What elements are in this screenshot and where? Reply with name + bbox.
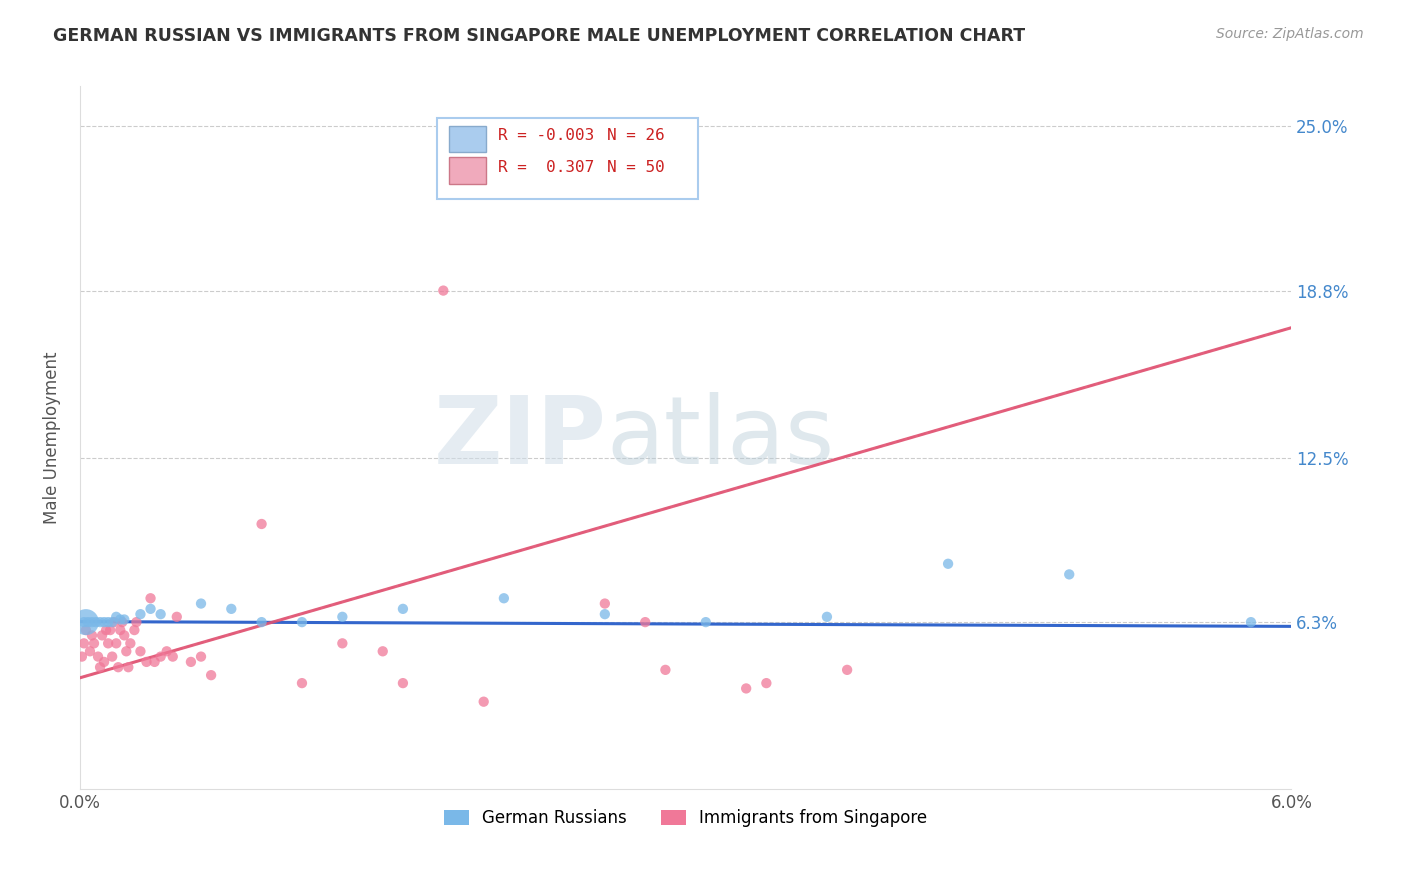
Point	[695, 615, 717, 629]
Point	[553, 137, 575, 152]
Point	[117, 660, 139, 674]
Point	[135, 655, 157, 669]
FancyBboxPatch shape	[437, 118, 697, 199]
Point	[143, 655, 166, 669]
Point	[84, 615, 107, 629]
Point	[73, 636, 96, 650]
Point	[156, 644, 179, 658]
Point	[129, 644, 152, 658]
Point	[115, 644, 138, 658]
Point	[93, 615, 115, 629]
Point	[291, 676, 314, 690]
Y-axis label: Male Unemployment: Male Unemployment	[44, 351, 60, 524]
Point	[149, 649, 172, 664]
Text: N = 50: N = 50	[607, 160, 665, 175]
Bar	[450, 157, 485, 184]
Legend: German Russians, Immigrants from Singapore: German Russians, Immigrants from Singapo…	[437, 802, 934, 834]
Point	[97, 636, 120, 650]
Point	[139, 591, 162, 606]
Point	[250, 516, 273, 531]
Point	[755, 676, 778, 690]
Point	[97, 615, 120, 629]
Point	[77, 615, 100, 629]
Point	[111, 615, 134, 629]
Point	[190, 649, 212, 664]
Point	[112, 628, 135, 642]
Point	[162, 649, 184, 664]
Point	[91, 628, 114, 642]
Point	[98, 623, 121, 637]
Point	[103, 615, 125, 629]
Point	[89, 660, 111, 674]
Point	[392, 676, 415, 690]
Point	[472, 695, 495, 709]
Point	[837, 663, 859, 677]
Point	[330, 610, 353, 624]
Point	[250, 615, 273, 629]
Point	[75, 623, 97, 637]
Point	[190, 597, 212, 611]
Point	[200, 668, 222, 682]
Point	[94, 623, 117, 637]
Point	[110, 623, 132, 637]
Point	[105, 610, 128, 624]
Text: GERMAN RUSSIAN VS IMMIGRANTS FROM SINGAPORE MALE UNEMPLOYMENT CORRELATION CHART: GERMAN RUSSIAN VS IMMIGRANTS FROM SINGAP…	[53, 27, 1025, 45]
Point	[112, 612, 135, 626]
Point	[166, 610, 188, 624]
Text: N = 26: N = 26	[607, 128, 665, 143]
Point	[735, 681, 758, 696]
Point	[70, 649, 93, 664]
Text: R = -0.003: R = -0.003	[498, 128, 595, 143]
Point	[107, 660, 129, 674]
Point	[139, 602, 162, 616]
Text: Source: ZipAtlas.com: Source: ZipAtlas.com	[1216, 27, 1364, 41]
Point	[634, 615, 657, 629]
Point	[125, 615, 148, 629]
Point	[593, 607, 616, 622]
Point	[129, 607, 152, 622]
Point	[83, 636, 105, 650]
Point	[79, 644, 101, 658]
Point	[149, 607, 172, 622]
Point	[124, 623, 146, 637]
Text: ZIP: ZIP	[434, 392, 607, 483]
Point	[1240, 615, 1263, 629]
Point	[330, 636, 353, 650]
Point	[80, 615, 103, 629]
Point	[101, 615, 124, 629]
Point	[654, 663, 676, 677]
Point	[593, 597, 616, 611]
Point	[93, 655, 115, 669]
Point	[80, 628, 103, 642]
Bar	[450, 126, 485, 153]
Point	[110, 612, 132, 626]
Point	[1057, 567, 1080, 582]
Point	[75, 615, 97, 629]
Point	[371, 644, 394, 658]
Point	[492, 591, 515, 606]
Point	[180, 655, 202, 669]
Text: atlas: atlas	[607, 392, 835, 483]
Text: R =  0.307: R = 0.307	[498, 160, 595, 175]
Point	[392, 602, 415, 616]
Point	[221, 602, 243, 616]
Point	[89, 615, 111, 629]
Point	[105, 636, 128, 650]
Point	[101, 649, 124, 664]
Point	[120, 636, 142, 650]
Point	[87, 649, 110, 664]
Point	[936, 557, 959, 571]
Point	[815, 610, 838, 624]
Point	[291, 615, 314, 629]
Point	[73, 615, 96, 629]
Point	[432, 284, 454, 298]
